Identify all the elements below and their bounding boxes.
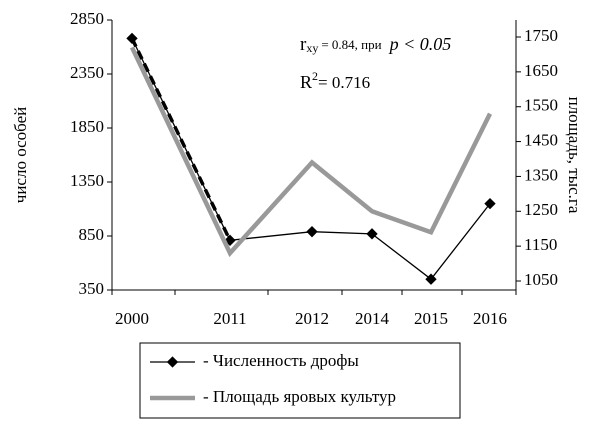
y-tick-label: 2350 [70, 63, 104, 82]
y-tick-label: 1850 [70, 117, 104, 136]
y2-tick-label: 1150 [524, 235, 557, 254]
y2-tick-label: 1550 [524, 96, 558, 115]
legend-label: - Площадь яровых культур [203, 387, 396, 406]
y2-tick-label: 1450 [524, 130, 558, 149]
marker [484, 197, 496, 210]
y-tick-label: 850 [79, 225, 105, 244]
legend-box [139, 342, 461, 419]
y2-tick-label: 1350 [524, 165, 558, 184]
marker [366, 228, 378, 240]
x-tick-label: 2015 [414, 309, 448, 328]
annotation: R2= 0.716 [300, 69, 370, 92]
line [129, 46, 493, 258]
y2-tick-label: 1050 [524, 270, 558, 289]
y2-axis-label: площадь, тыс.га [565, 97, 584, 214]
y-tick-label: 1350 [70, 171, 104, 190]
marker [306, 226, 318, 238]
y-axis-label: число особей [11, 107, 30, 203]
legend-marker [166, 356, 179, 368]
x-tick-label: 2012 [295, 309, 329, 328]
y-tick-label: 350 [79, 279, 105, 298]
line-dashed-segment [130, 37, 232, 242]
legend-label: - Численность дрофы [203, 351, 359, 370]
x-tick-label: 2000 [115, 309, 149, 328]
marker [425, 273, 437, 285]
annotation: rxy = 0.84, при p < 0.05 [300, 34, 451, 55]
x-tick-label: 2016 [473, 309, 507, 328]
y2-tick-label: 1750 [524, 26, 558, 45]
marker [126, 32, 138, 45]
y2-tick-label: 1650 [524, 61, 558, 80]
y2-tick-label: 1250 [524, 200, 558, 219]
y-tick-label: 2850 [70, 9, 104, 28]
x-tick-label: 2014 [355, 309, 390, 328]
x-tick-label: 2011 [213, 309, 246, 328]
